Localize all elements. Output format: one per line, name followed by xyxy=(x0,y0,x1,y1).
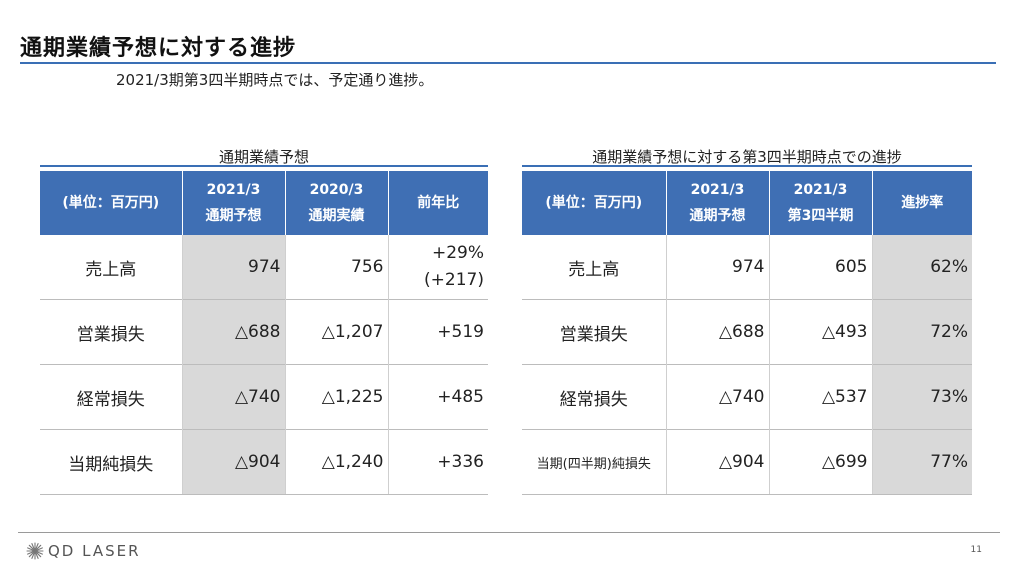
table-row: 経常損失 △740 △537 73% xyxy=(522,364,972,430)
yoy-cell: +485 xyxy=(388,364,488,430)
q3-header: 2021/3 第3四半期 xyxy=(769,171,873,235)
row-label: 営業損失 xyxy=(522,299,667,365)
progress-cell: 62% xyxy=(872,235,972,300)
yoy-cell: +519 xyxy=(388,299,488,365)
header-line: 2020/3 xyxy=(309,182,364,198)
table-row: 売上高 974 605 62% xyxy=(522,235,972,300)
forecast-cell: △688 xyxy=(666,299,770,365)
table-row: 売上高 974 756 +29% (+217) xyxy=(40,235,488,300)
forecast-table: (単位：百万円) 2021/3 通期予想 2020/3 通期実績 前年比 売上高… xyxy=(40,171,488,495)
progress-cell: 77% xyxy=(872,429,972,495)
table-row: 当期純損失 △904 △1,240 +336 xyxy=(40,429,488,495)
actual-cell: △1,225 xyxy=(285,364,389,430)
row-label: 経常損失 xyxy=(40,364,183,430)
header-line: 通期予想 xyxy=(205,208,262,224)
forecast-cell: △688 xyxy=(182,299,286,365)
title-underline xyxy=(20,62,996,64)
logo-text: QD LASER xyxy=(48,542,141,560)
row-label: 当期純損失 xyxy=(40,429,183,495)
progress-header: 進捗率 xyxy=(872,171,972,235)
forecast-header: 2021/3 通期予想 xyxy=(666,171,770,235)
row-label: 売上高 xyxy=(522,235,667,300)
right-table-caption: 通期業績予想に対する第3四半期時点での進捗 xyxy=(592,148,902,166)
forecast-cell: 974 xyxy=(666,235,770,300)
row-label: 経常損失 xyxy=(522,364,667,430)
yoy-cell: +29% (+217) xyxy=(388,235,488,300)
page-subtitle: 2021/3期第3四半期時点では、予定通り進捗。 xyxy=(116,71,434,89)
q3-cell: 605 xyxy=(769,235,873,300)
row-label: 売上高 xyxy=(40,235,183,300)
forecast-cell: △740 xyxy=(666,364,770,430)
starburst-icon xyxy=(26,542,44,560)
unit-header: (単位：百万円) xyxy=(40,171,183,235)
q3-cell: △699 xyxy=(769,429,873,495)
actual-cell: △1,240 xyxy=(285,429,389,495)
forecast-cell: △740 xyxy=(182,364,286,430)
row-label: 当期(四半期)純損失 xyxy=(522,429,667,495)
forecast-cell: △904 xyxy=(666,429,770,495)
q3-cell: △493 xyxy=(769,299,873,365)
table-row: 経常損失 △740 △1,225 +485 xyxy=(40,364,488,430)
header-line: 2021/3 xyxy=(206,182,261,198)
header-line: 通期予想 xyxy=(689,208,746,224)
right-caption-underline xyxy=(522,165,972,167)
actual-cell: △1,207 xyxy=(285,299,389,365)
page-title: 通期業績予想に対する進捗 xyxy=(20,36,297,61)
table-row: 営業損失 △688 △493 72% xyxy=(522,299,972,365)
table-row: 当期(四半期)純損失 △904 △699 77% xyxy=(522,429,972,495)
progress-cell: 73% xyxy=(872,364,972,430)
yoy-cell: +336 xyxy=(388,429,488,495)
header-line: 第3四半期 xyxy=(787,208,854,224)
actual-cell: 756 xyxy=(285,235,389,300)
actual-header: 2020/3 通期実績 xyxy=(285,171,389,235)
footer-divider xyxy=(18,532,1000,533)
yoy-amount: (+217) xyxy=(424,270,484,290)
yoy-percent: +29% xyxy=(431,243,484,263)
company-logo: QD LASER xyxy=(26,541,141,561)
progress-cell: 72% xyxy=(872,299,972,365)
left-caption-underline xyxy=(40,165,488,167)
header-line: 2021/3 xyxy=(690,182,745,198)
forecast-cell: △904 xyxy=(182,429,286,495)
forecast-header: 2021/3 通期予想 xyxy=(182,171,286,235)
forecast-cell: 974 xyxy=(182,235,286,300)
header-line: 2021/3 xyxy=(793,182,848,198)
unit-header: (単位：百万円) xyxy=(522,171,667,235)
table-header-row: (単位：百万円) 2021/3 通期予想 2020/3 通期実績 前年比 xyxy=(40,171,488,235)
table-header-row: (単位：百万円) 2021/3 通期予想 2021/3 第3四半期 進捗率 xyxy=(522,171,972,235)
row-label: 営業損失 xyxy=(40,299,183,365)
left-table-caption: 通期業績予想 xyxy=(218,148,309,166)
q3-cell: △537 xyxy=(769,364,873,430)
progress-table: (単位：百万円) 2021/3 通期予想 2021/3 第3四半期 進捗率 売上… xyxy=(522,171,972,495)
page-number: 11 xyxy=(970,545,982,555)
table-row: 営業損失 △688 △1,207 +519 xyxy=(40,299,488,365)
header-line: 通期実績 xyxy=(308,208,365,224)
yoy-header: 前年比 xyxy=(388,171,488,235)
